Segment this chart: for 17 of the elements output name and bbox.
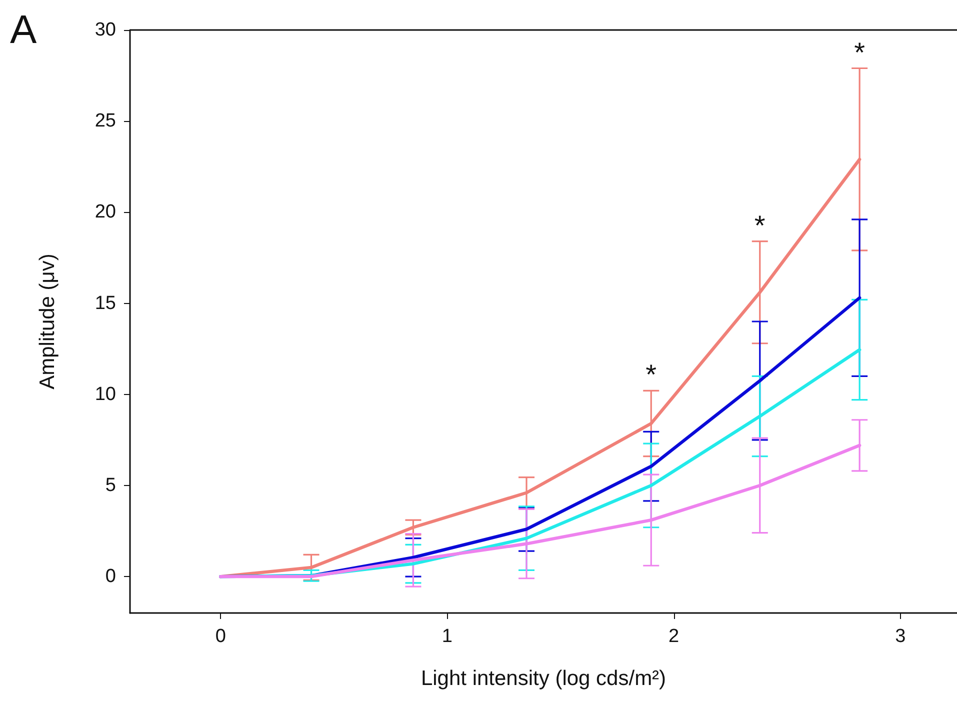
x-tick-label: 3 [895, 626, 906, 647]
y-tick-label: 20 [94, 202, 116, 223]
x-tick-label: 2 [668, 626, 680, 647]
y-tick-label: 30 [94, 20, 116, 40]
y-tick-label: 25 [94, 110, 116, 132]
x-tick-label: 1 [442, 626, 452, 647]
annotation: * [646, 359, 657, 390]
annotation: * [754, 210, 766, 241]
annotation: * [854, 36, 866, 68]
x-axis-title: Light intensity (log cds/m²) [420, 667, 666, 690]
text: A [10, 8, 37, 52]
y-tick-label: 10 [94, 384, 116, 405]
y-axis-title: Amplitude (μv) [36, 254, 59, 390]
x-tick-label: 0 [215, 626, 226, 647]
y-tick-label: 0 [105, 566, 116, 588]
y-tick-label: 15 [94, 292, 116, 314]
y-tick-label: 5 [105, 474, 116, 496]
